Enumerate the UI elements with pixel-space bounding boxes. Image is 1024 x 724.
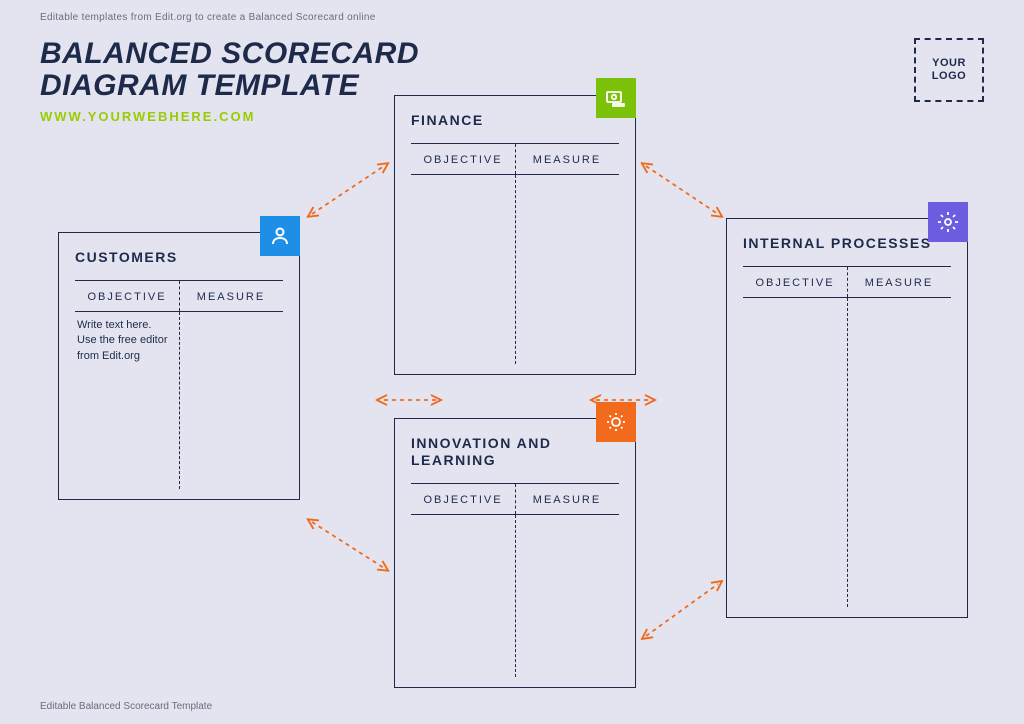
- quadrant-title: CUSTOMERS: [75, 249, 283, 266]
- finance-icon: [596, 78, 636, 118]
- col-objective: OBJECTIVE: [743, 277, 847, 297]
- col-measure: MEASURE: [847, 277, 951, 297]
- measure-cell[interactable]: [847, 298, 951, 607]
- bulb-icon: [596, 402, 636, 442]
- col-objective: OBJECTIVE: [75, 291, 179, 311]
- quadrant-finance[interactable]: FINANCE OBJECTIVE MEASURE: [394, 95, 636, 375]
- objective-cell[interactable]: Write text here. Use the free editor fro…: [75, 312, 179, 489]
- bottom-caption: Editable Balanced Scorecard Template: [40, 701, 212, 712]
- quadrant-customers[interactable]: CUSTOMERS OBJECTIVE MEASURE Write text h…: [58, 232, 300, 500]
- quadrant-title: INNOVATION AND LEARNING: [411, 435, 619, 469]
- measure-cell[interactable]: [515, 515, 619, 677]
- top-caption: Editable templates from Edit.org to crea…: [40, 12, 376, 23]
- col-measure: MEASURE: [515, 154, 619, 174]
- title-block: BALANCED SCORECARD DIAGRAM TEMPLATE WWW.…: [40, 38, 419, 124]
- objective-cell[interactable]: [411, 515, 515, 677]
- quadrant-internal-processes[interactable]: INTERNAL PROCESSES OBJECTIVE MEASURE: [726, 218, 968, 618]
- quadrant-title: FINANCE: [411, 112, 619, 129]
- col-measure: MEASURE: [515, 494, 619, 514]
- col-objective: OBJECTIVE: [411, 154, 515, 174]
- objective-cell[interactable]: [411, 175, 515, 364]
- gear-icon: [928, 202, 968, 242]
- quadrant-title: INTERNAL PROCESSES: [743, 235, 951, 252]
- col-measure: MEASURE: [179, 291, 283, 311]
- measure-cell[interactable]: [515, 175, 619, 364]
- measure-cell[interactable]: [179, 312, 283, 489]
- logo-placeholder[interactable]: YOUR LOGO: [914, 38, 984, 102]
- objective-cell[interactable]: [743, 298, 847, 607]
- quadrant-innovation-learning[interactable]: INNOVATION AND LEARNING OBJECTIVE MEASUR…: [394, 418, 636, 688]
- page-title: BALANCED SCORECARD DIAGRAM TEMPLATE: [40, 38, 419, 101]
- col-objective: OBJECTIVE: [411, 494, 515, 514]
- person-icon: [260, 216, 300, 256]
- site-url: WWW.YOURWEBHERE.COM: [40, 109, 419, 124]
